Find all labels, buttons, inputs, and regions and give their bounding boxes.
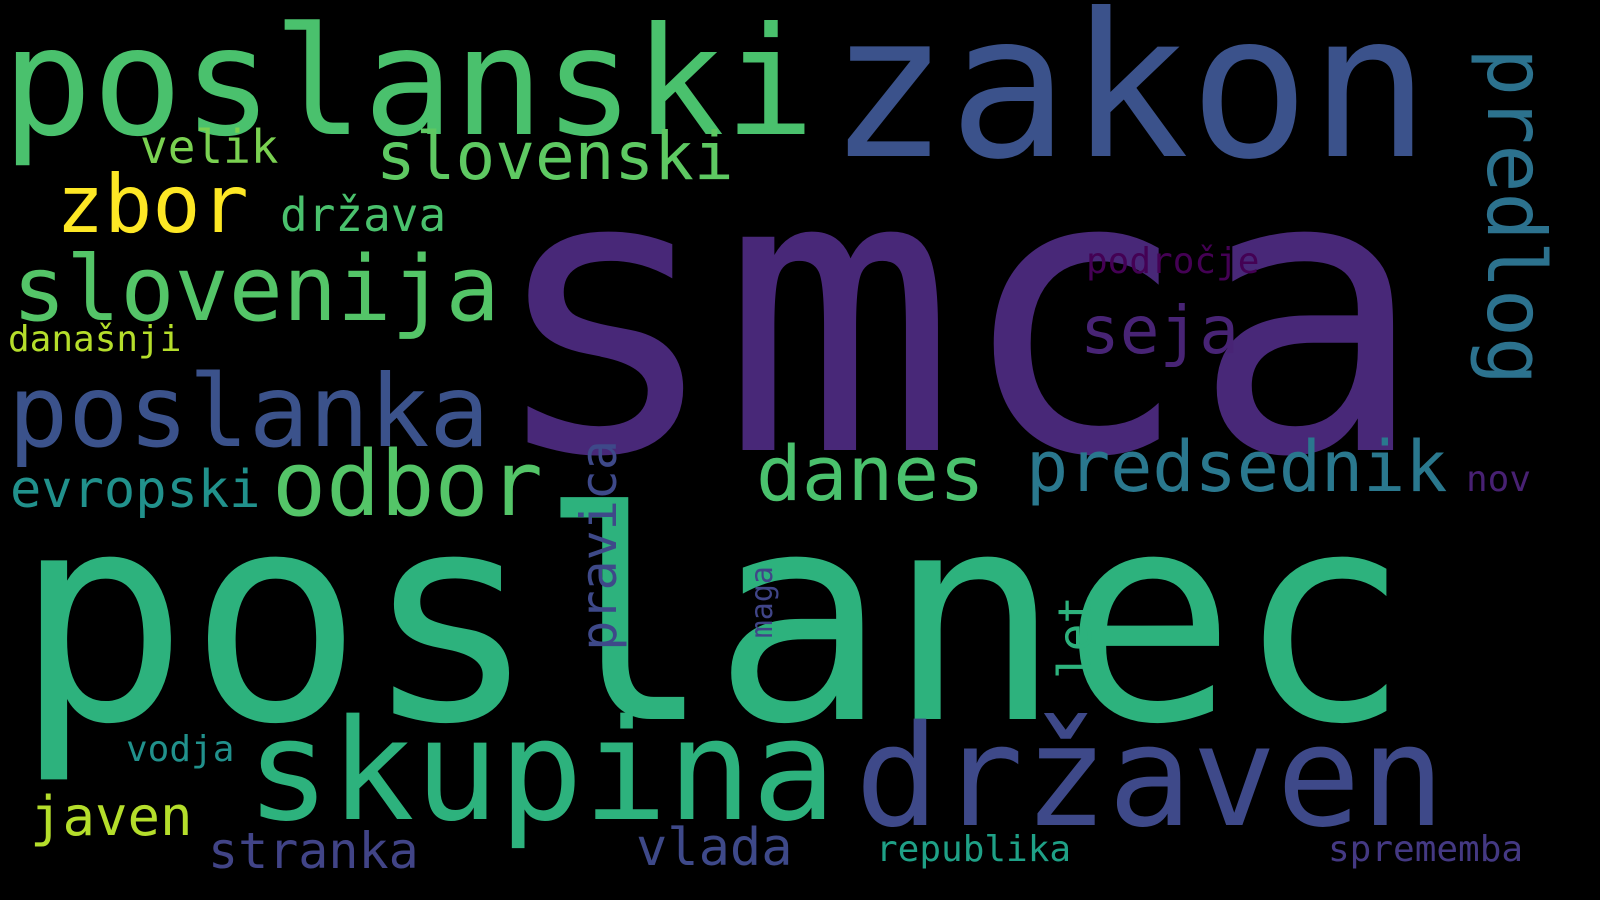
- word-slovenija: slovenija: [12, 237, 500, 342]
- word-maga: maga: [745, 566, 780, 639]
- word-poslanski: poslanski: [2, 0, 815, 170]
- word-zakon: zakon: [828, 0, 1431, 204]
- word-republika: republika: [876, 829, 1072, 870]
- word-odbor: odbor: [272, 432, 543, 537]
- word-skupina: skupina: [246, 690, 837, 853]
- word-predlog: predlog: [1469, 48, 1562, 386]
- word-smca: smca: [487, 88, 1427, 542]
- word-danasnji: današnji: [8, 319, 182, 360]
- word-velik: velik: [140, 120, 279, 174]
- word-podrocje: področje: [1086, 241, 1260, 282]
- word-vlada: vlada: [636, 818, 793, 878]
- word-stranka: stranka: [208, 822, 419, 880]
- word-sprememba: sprememba: [1328, 829, 1524, 870]
- word-drzava: država: [280, 188, 447, 242]
- word-let: let: [1048, 596, 1102, 680]
- word-evropski: evropski: [10, 460, 261, 520]
- word-pravica: pravica: [570, 440, 628, 651]
- word-predsednik: predsednik: [1026, 426, 1448, 508]
- word-danes: danes: [756, 429, 985, 518]
- word-javen: javen: [30, 785, 193, 848]
- word-seja: seja: [1080, 292, 1239, 369]
- word-nov: nov: [1466, 459, 1532, 500]
- word-vodja: vodja: [126, 729, 235, 770]
- word-slovenski: slovenski: [376, 118, 734, 195]
- word-drzaven: državen: [855, 696, 1446, 859]
- word-poslanka: poslanka: [8, 353, 490, 470]
- word-poslanec: poslanec: [14, 451, 1411, 788]
- word-zbor: zbor: [56, 158, 249, 251]
